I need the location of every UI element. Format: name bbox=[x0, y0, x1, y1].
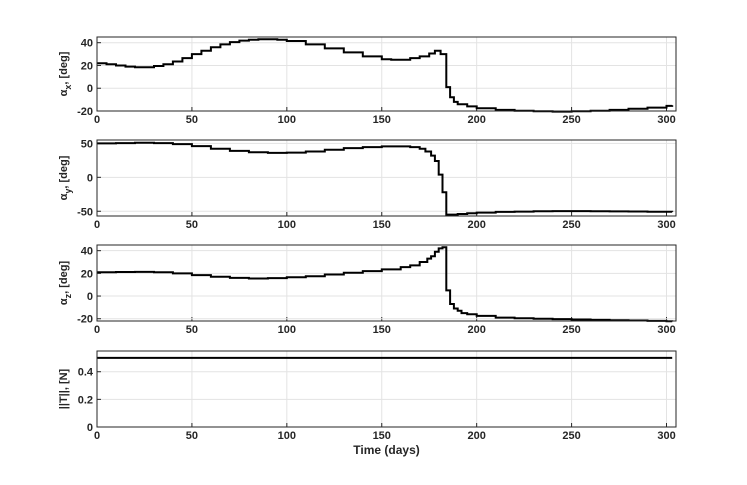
y-tick-label: 0 bbox=[87, 291, 93, 303]
y-axis-label-subscript: y bbox=[63, 189, 73, 194]
y-tick-label: -20 bbox=[77, 314, 93, 326]
y-tick-label: -50 bbox=[77, 206, 93, 218]
x-tick-label: 100 bbox=[278, 219, 296, 231]
x-tick-label: 150 bbox=[373, 430, 391, 442]
x-tick-label: 250 bbox=[562, 219, 580, 231]
x-tick-label: 50 bbox=[186, 219, 198, 231]
x-axis-label: Time (days) bbox=[353, 443, 419, 457]
x-tick-label: 150 bbox=[373, 219, 391, 231]
y-tick-label: 20 bbox=[81, 268, 93, 280]
axes-frame bbox=[96, 139, 677, 217]
x-tick-label: 300 bbox=[657, 324, 675, 336]
axes-background bbox=[97, 140, 676, 216]
axes-background bbox=[97, 351, 676, 427]
x-tick-label: 200 bbox=[467, 219, 485, 231]
y-tick-label: 40 bbox=[81, 38, 93, 50]
axes-frame bbox=[96, 350, 677, 428]
x-tick-label: 250 bbox=[562, 430, 580, 442]
x-tick-label: 200 bbox=[467, 114, 485, 126]
x-tick-label: 300 bbox=[657, 430, 675, 442]
y-tick-label: 20 bbox=[81, 60, 93, 72]
y-axis-label-main: α bbox=[58, 193, 70, 200]
x-tick-label: 50 bbox=[186, 430, 198, 442]
y-tick-label: 50 bbox=[81, 138, 93, 150]
y-axis-label-unit: , [deg] bbox=[58, 155, 70, 188]
y-axis-label: αz, [deg] bbox=[58, 261, 73, 306]
series-line bbox=[97, 141, 674, 216]
y-axis-label: ||T||, [N] bbox=[58, 368, 70, 409]
y-axis-label-main: α bbox=[58, 89, 70, 96]
y-axis-label-subscript: z bbox=[63, 293, 73, 298]
x-tick-label: 150 bbox=[373, 324, 391, 336]
series-line bbox=[97, 246, 674, 323]
x-tick-label: 0 bbox=[94, 114, 100, 126]
y-tick-label: 0 bbox=[87, 172, 93, 184]
y-axis-label: αy, [deg] bbox=[58, 155, 73, 200]
x-tick-label: 300 bbox=[657, 219, 675, 231]
y-tick-label: 0.2 bbox=[78, 394, 93, 406]
y-axis-label-subscript: x bbox=[63, 85, 73, 90]
axes-background bbox=[97, 245, 676, 321]
y-axis-label-unit: , [deg] bbox=[58, 51, 70, 84]
x-tick-label: 300 bbox=[657, 114, 675, 126]
x-tick-label: 0 bbox=[94, 324, 100, 336]
y-tick-label: -20 bbox=[77, 106, 93, 118]
x-tick-label: 100 bbox=[278, 430, 296, 442]
x-tick-label: 250 bbox=[562, 324, 580, 336]
x-tick-label: 150 bbox=[373, 114, 391, 126]
axes-frame bbox=[96, 244, 677, 322]
y-axis-label: αx, [deg] bbox=[58, 51, 73, 96]
x-tick-label: 250 bbox=[562, 114, 580, 126]
x-tick-label: 50 bbox=[186, 114, 198, 126]
y-axis-label-main: ||T||, [N] bbox=[58, 368, 70, 409]
x-tick-label: 0 bbox=[94, 219, 100, 231]
y-tick-label: 0 bbox=[87, 83, 93, 95]
x-tick-label: 100 bbox=[278, 324, 296, 336]
y-tick-label: 40 bbox=[81, 246, 93, 258]
x-tick-label: 200 bbox=[467, 324, 485, 336]
y-axis-label-unit: , [deg] bbox=[58, 261, 70, 294]
x-tick-label: 0 bbox=[94, 430, 100, 442]
x-tick-label: 100 bbox=[278, 114, 296, 126]
y-tick-label: 0.4 bbox=[78, 367, 94, 379]
x-tick-label: 200 bbox=[467, 430, 485, 442]
subplot-4: 0 50 100 150 200 250 300 0.4 0.2 0 ||T||, [N] bbox=[58, 350, 677, 442]
axes-background bbox=[97, 37, 676, 111]
x-tick-label: 50 bbox=[186, 324, 198, 336]
axes-frame bbox=[96, 36, 677, 112]
y-axis-label-main: α bbox=[58, 298, 70, 305]
y-tick-label: 0 bbox=[87, 422, 93, 434]
